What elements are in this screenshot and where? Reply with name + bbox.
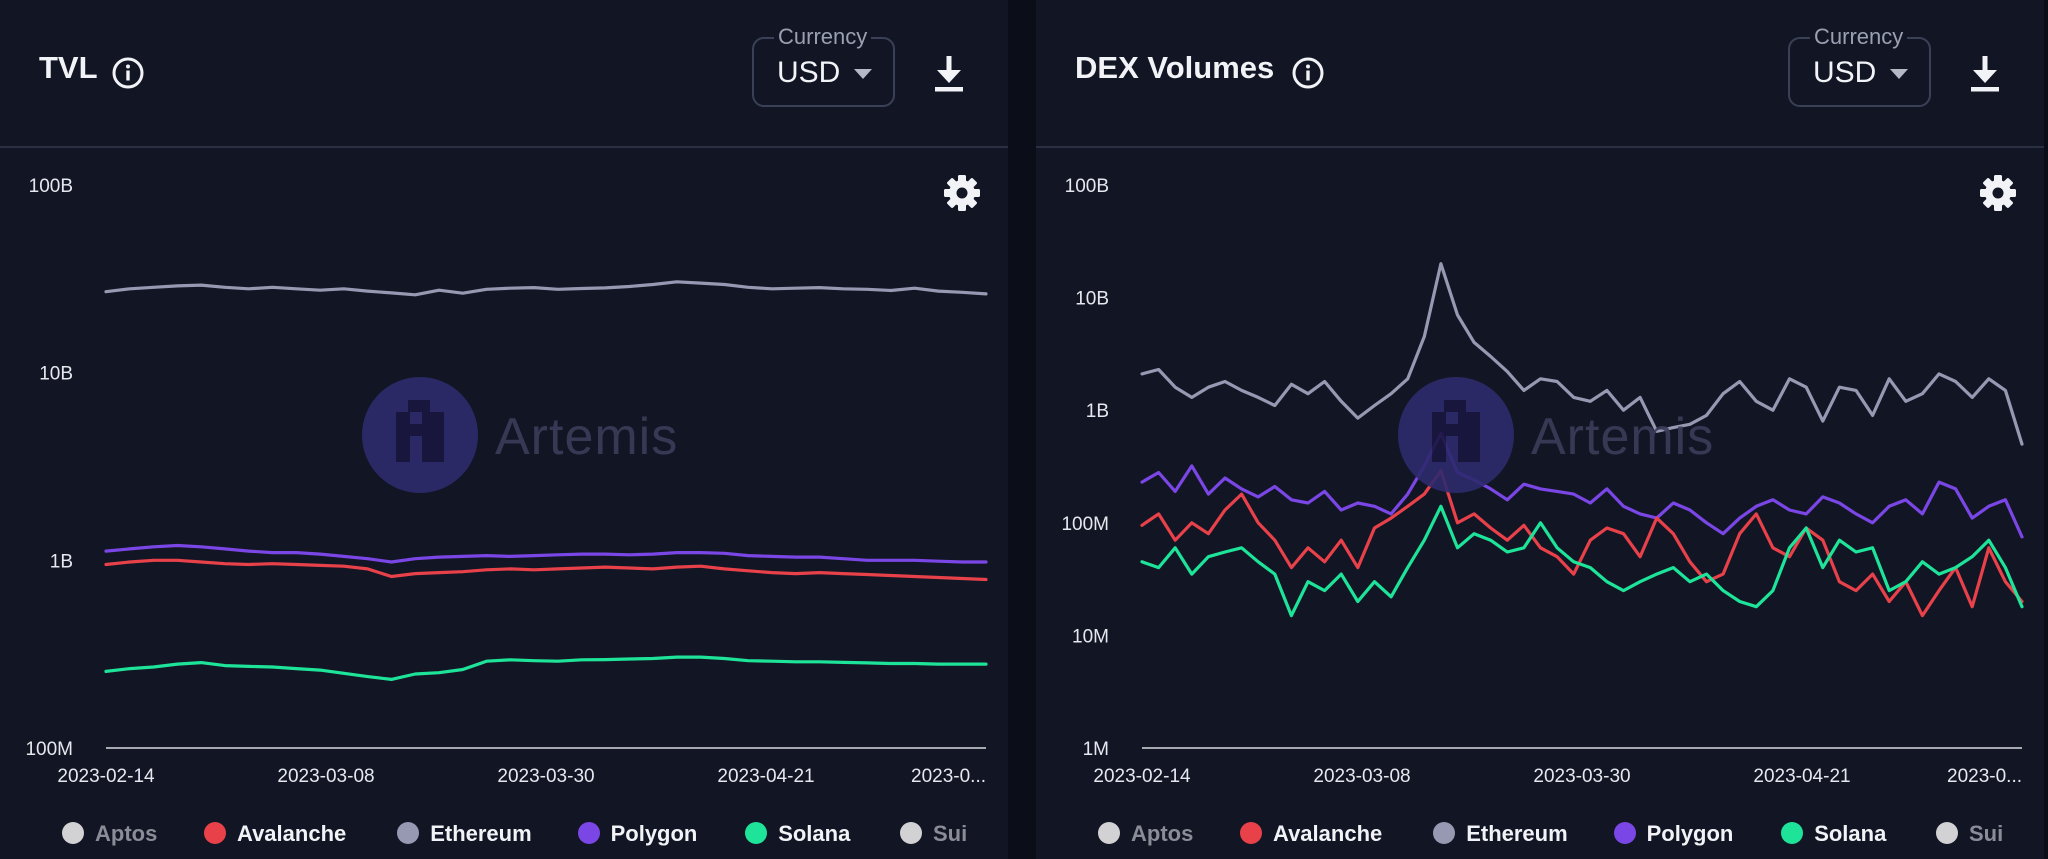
currency-label: Currency bbox=[774, 24, 872, 50]
legend-label: Avalanche bbox=[1273, 821, 1383, 846]
y-tick-label: 100M bbox=[25, 739, 73, 760]
series-line-solana[interactable] bbox=[104, 655, 988, 682]
watermark-text: Artemis bbox=[495, 408, 679, 466]
series-line-avalanche[interactable] bbox=[1140, 469, 2024, 618]
panel-title: DEX Volumes bbox=[1075, 50, 1275, 85]
x-tick-label: 2023-0... bbox=[911, 766, 986, 787]
panel-header: DEX Volumes Currency USD bbox=[1036, 0, 2044, 148]
artemis-logo-icon bbox=[1398, 377, 1514, 493]
y-tick-label: 1B bbox=[1086, 401, 1109, 422]
legend-label: Avalanche bbox=[237, 821, 347, 846]
legend-swatch bbox=[577, 822, 600, 844]
x-tick-label: 2023-04-21 bbox=[1753, 766, 1850, 787]
watermark: Artemis bbox=[1396, 375, 1766, 495]
legend-label: Aptos bbox=[1131, 821, 1194, 846]
legend-label: Ethereum bbox=[1466, 821, 1568, 846]
currency-value: USD bbox=[777, 56, 841, 89]
currency-value: USD bbox=[1813, 56, 1877, 89]
dex-volumes-chart: 1M 10M 100M 1B 10B 100B 2023-02-14 2023-03-08 20… bbox=[1061, 176, 2024, 787]
currency-label: Currency bbox=[1810, 24, 1908, 50]
legend-label: Solana bbox=[778, 821, 851, 846]
download-icon[interactable] bbox=[1968, 54, 2002, 94]
legend-swatch bbox=[1240, 822, 1262, 844]
legend-swatch bbox=[745, 822, 768, 844]
chevron-down-icon bbox=[1890, 69, 1908, 79]
x-tick-label: 2023-03-30 bbox=[1533, 766, 1630, 787]
info-icon[interactable] bbox=[111, 56, 145, 90]
series-line-solana[interactable] bbox=[1140, 504, 2024, 618]
y-tick-label: 100B bbox=[1065, 176, 1109, 197]
legend-swatch bbox=[1098, 822, 1120, 844]
panel-header: TVL Currency USD bbox=[0, 0, 1008, 148]
y-tick-label: 10M bbox=[1072, 626, 1109, 647]
series-line-ethereum[interactable] bbox=[1140, 262, 2024, 446]
legend-swatch bbox=[1613, 822, 1636, 844]
legend-swatch bbox=[1781, 822, 1804, 844]
tvl-panel: TVL Currency USD 100M 1B 10B 100B 2023-02-14… bbox=[0, 0, 1008, 859]
tvl-chart: 100M 1B 10B 100B 2023-02-14 2023-03-08 2023-03… bbox=[25, 176, 988, 787]
y-tick-label: 1B bbox=[50, 551, 73, 572]
legend-swatch bbox=[204, 822, 226, 844]
series-line-ethereum[interactable] bbox=[104, 280, 988, 297]
panel-title: TVL bbox=[39, 50, 98, 85]
x-tick-label: 2023-03-08 bbox=[1313, 766, 1410, 787]
legend-label: Solana bbox=[1814, 821, 1887, 846]
y-tick-label: 100B bbox=[29, 176, 73, 197]
gear-icon[interactable] bbox=[1978, 173, 2018, 213]
legend-label: Polygon bbox=[1646, 821, 1734, 846]
x-tick-label: 2023-0... bbox=[1947, 766, 2022, 787]
y-tick-label: 1M bbox=[1083, 739, 1109, 760]
legend-swatch bbox=[900, 822, 922, 844]
x-tick-label: 2023-04-21 bbox=[717, 766, 814, 787]
legend-label: Aptos bbox=[95, 821, 158, 846]
legend-label: Sui bbox=[933, 821, 968, 846]
legend-label: Polygon bbox=[610, 821, 698, 846]
legend-swatch bbox=[62, 822, 84, 844]
x-tick-label: 2023-02-14 bbox=[57, 766, 155, 787]
watermark-text: Artemis bbox=[1531, 408, 1715, 466]
currency-select[interactable]: Currency USD bbox=[1788, 24, 1931, 107]
y-tick-label: 100M bbox=[1061, 514, 1109, 535]
legend-label: Sui bbox=[1969, 821, 2004, 846]
series-line-avalanche[interactable] bbox=[104, 558, 988, 582]
dex-volumes-panel: DEX Volumes Currency USD 1M 10M 100M 1B 10B 1… bbox=[1036, 0, 2044, 859]
artemis-logo-icon bbox=[362, 377, 478, 493]
y-tick-label: 10B bbox=[39, 364, 73, 385]
gear-icon[interactable] bbox=[942, 173, 982, 213]
chart-legend: Aptos Avalanche Ethereum Polygon Solana Sui bbox=[0, 818, 1008, 848]
series-line-polygon[interactable] bbox=[1140, 432, 2024, 539]
info-icon[interactable] bbox=[1291, 56, 1325, 90]
legend-swatch bbox=[1936, 822, 1958, 844]
x-tick-label: 2023-03-30 bbox=[497, 766, 594, 787]
chart-legend: Aptos Avalanche Ethereum Polygon Solana Sui bbox=[1036, 818, 2044, 848]
chevron-down-icon bbox=[854, 69, 872, 79]
x-tick-label: 2023-02-14 bbox=[1093, 766, 1191, 787]
watermark: Artemis bbox=[360, 375, 730, 495]
legend-swatch bbox=[397, 822, 420, 844]
download-icon[interactable] bbox=[932, 54, 966, 94]
legend-label: Ethereum bbox=[430, 821, 532, 846]
currency-select[interactable]: Currency USD bbox=[752, 24, 895, 107]
x-tick-label: 2023-03-08 bbox=[277, 766, 374, 787]
legend-swatch bbox=[1433, 822, 1456, 844]
series-line-polygon[interactable] bbox=[104, 543, 988, 564]
y-tick-label: 10B bbox=[1075, 289, 1109, 310]
